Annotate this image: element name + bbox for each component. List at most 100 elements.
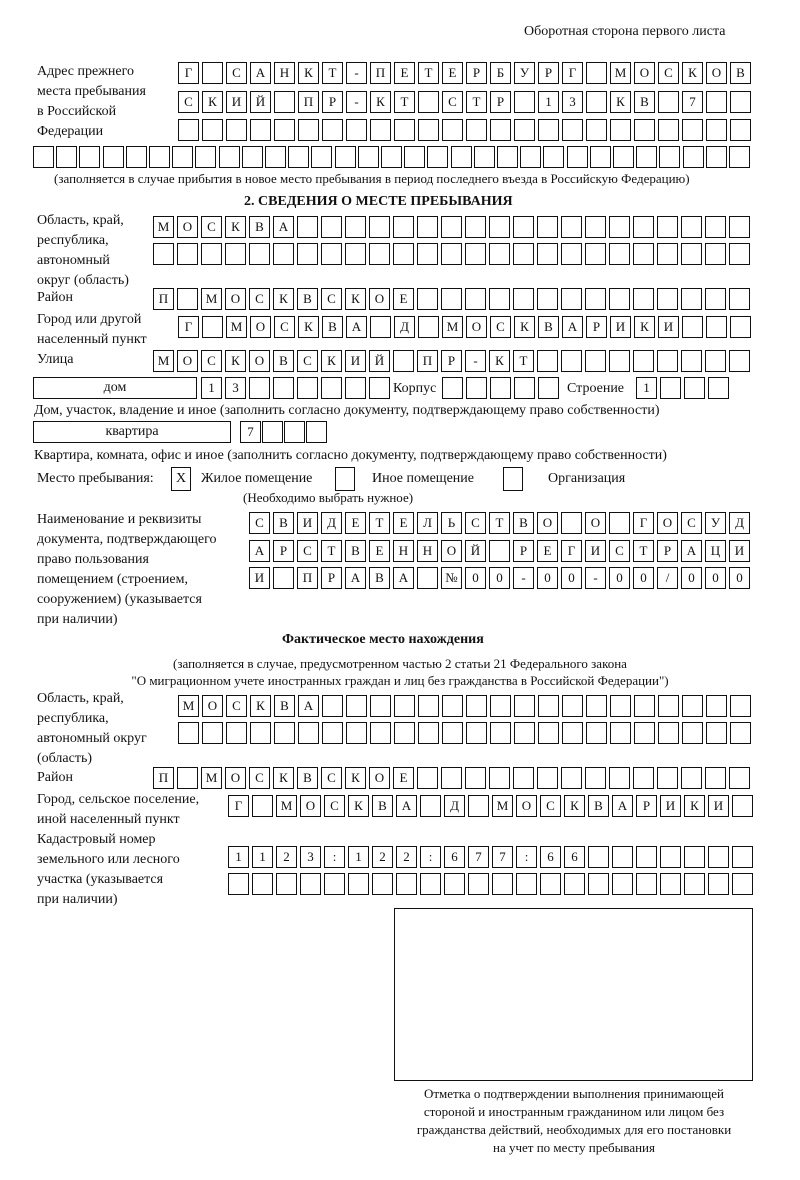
form-cell[interactable]: О bbox=[250, 316, 271, 338]
form-cell[interactable] bbox=[276, 873, 297, 895]
form-cell[interactable]: М bbox=[201, 767, 222, 789]
form-cell[interactable]: С bbox=[324, 795, 345, 817]
form-cell[interactable] bbox=[321, 243, 342, 265]
form-cell[interactable] bbox=[417, 767, 438, 789]
form-cell[interactable] bbox=[681, 350, 702, 372]
form-cell[interactable] bbox=[540, 873, 561, 895]
form-cell[interactable] bbox=[658, 119, 679, 141]
form-cell[interactable] bbox=[274, 119, 295, 141]
form-cell[interactable] bbox=[394, 695, 415, 717]
form-cell[interactable] bbox=[730, 91, 751, 113]
form-cell[interactable] bbox=[346, 119, 367, 141]
form-cell[interactable] bbox=[274, 722, 295, 744]
form-cell[interactable]: В bbox=[297, 288, 318, 310]
form-cell[interactable] bbox=[202, 722, 223, 744]
form-cell[interactable]: А bbox=[345, 567, 366, 589]
form-cell[interactable] bbox=[178, 722, 199, 744]
form-cell[interactable]: : bbox=[324, 846, 345, 868]
form-cell[interactable] bbox=[706, 316, 727, 338]
form-cell[interactable]: А bbox=[562, 316, 583, 338]
form-cell[interactable] bbox=[250, 722, 271, 744]
form-cell[interactable] bbox=[609, 767, 630, 789]
form-cell[interactable] bbox=[466, 377, 487, 399]
form-cell[interactable] bbox=[468, 873, 489, 895]
form-cell[interactable] bbox=[393, 243, 414, 265]
form-cell[interactable] bbox=[585, 216, 606, 238]
form-cell[interactable] bbox=[705, 767, 726, 789]
form-cell[interactable] bbox=[705, 350, 726, 372]
form-cell[interactable]: И bbox=[249, 567, 270, 589]
form-cell[interactable] bbox=[658, 91, 679, 113]
form-cell[interactable] bbox=[492, 873, 513, 895]
form-cell[interactable] bbox=[288, 146, 310, 168]
form-cell[interactable] bbox=[729, 216, 750, 238]
form-cell[interactable] bbox=[609, 288, 630, 310]
form-cell[interactable]: Ц bbox=[705, 540, 726, 562]
form-cell[interactable] bbox=[195, 146, 217, 168]
form-cell[interactable] bbox=[585, 243, 606, 265]
form-cell[interactable] bbox=[537, 243, 558, 265]
form-cell[interactable] bbox=[249, 243, 270, 265]
form-cell[interactable] bbox=[561, 216, 582, 238]
form-cell[interactable]: К bbox=[345, 767, 366, 789]
form-cell[interactable] bbox=[125, 146, 147, 168]
form-cell[interactable]: Н bbox=[274, 62, 295, 84]
form-cell[interactable]: П bbox=[417, 350, 438, 372]
form-cell[interactable] bbox=[729, 243, 750, 265]
form-cell[interactable] bbox=[561, 288, 582, 310]
form-cell[interactable] bbox=[633, 767, 654, 789]
form-cell[interactable]: 6 bbox=[564, 846, 585, 868]
form-cell[interactable] bbox=[730, 119, 751, 141]
form-cell[interactable] bbox=[249, 377, 270, 399]
form-cell[interactable]: Г bbox=[178, 62, 199, 84]
form-cell[interactable]: Р bbox=[273, 540, 294, 562]
form-cell[interactable] bbox=[657, 243, 678, 265]
form-cell[interactable]: / bbox=[657, 567, 678, 589]
form-cell[interactable] bbox=[708, 873, 729, 895]
form-cell[interactable] bbox=[520, 146, 542, 168]
form-cell[interactable]: О bbox=[177, 350, 198, 372]
form-cell[interactable]: Р bbox=[490, 91, 511, 113]
form-cell[interactable]: С bbox=[465, 512, 486, 534]
form-cell[interactable] bbox=[610, 695, 631, 717]
form-cell[interactable] bbox=[218, 146, 240, 168]
form-cell[interactable] bbox=[585, 767, 606, 789]
form-cell[interactable]: О bbox=[249, 350, 270, 372]
form-cell[interactable]: В bbox=[730, 62, 751, 84]
form-cell[interactable] bbox=[490, 695, 511, 717]
form-cell[interactable]: М bbox=[442, 316, 463, 338]
form-cell[interactable]: С bbox=[249, 767, 270, 789]
form-cell[interactable] bbox=[658, 722, 679, 744]
form-cell[interactable] bbox=[466, 119, 487, 141]
form-cell[interactable] bbox=[514, 695, 535, 717]
form-cell[interactable]: 0 bbox=[705, 567, 726, 589]
form-cell[interactable] bbox=[370, 119, 391, 141]
form-cell[interactable] bbox=[417, 567, 438, 589]
form-cell[interactable]: Г bbox=[633, 512, 654, 534]
form-cell[interactable] bbox=[311, 146, 333, 168]
form-cell[interactable] bbox=[682, 722, 703, 744]
form-cell[interactable]: С bbox=[297, 350, 318, 372]
form-cell[interactable]: 7 bbox=[492, 846, 513, 868]
form-cell[interactable]: О bbox=[225, 767, 246, 789]
form-cell[interactable] bbox=[404, 146, 426, 168]
form-cell[interactable] bbox=[610, 119, 631, 141]
form-cell[interactable]: Й bbox=[250, 91, 271, 113]
form-cell[interactable]: К bbox=[370, 91, 391, 113]
form-cell[interactable] bbox=[490, 722, 511, 744]
form-cell[interactable]: С bbox=[321, 767, 342, 789]
residential-checkbox[interactable]: X bbox=[171, 467, 191, 491]
form-cell[interactable]: Т bbox=[418, 62, 439, 84]
form-cell[interactable] bbox=[561, 767, 582, 789]
form-cell[interactable] bbox=[537, 767, 558, 789]
form-cell[interactable]: 2 bbox=[372, 846, 393, 868]
form-cell[interactable] bbox=[489, 288, 510, 310]
form-cell[interactable] bbox=[588, 846, 609, 868]
form-cell[interactable]: : bbox=[516, 846, 537, 868]
form-cell[interactable]: О bbox=[516, 795, 537, 817]
form-cell[interactable]: В bbox=[249, 216, 270, 238]
form-cell[interactable]: У bbox=[705, 512, 726, 534]
form-cell[interactable]: О bbox=[177, 216, 198, 238]
form-cell[interactable] bbox=[562, 695, 583, 717]
form-cell[interactable] bbox=[537, 288, 558, 310]
